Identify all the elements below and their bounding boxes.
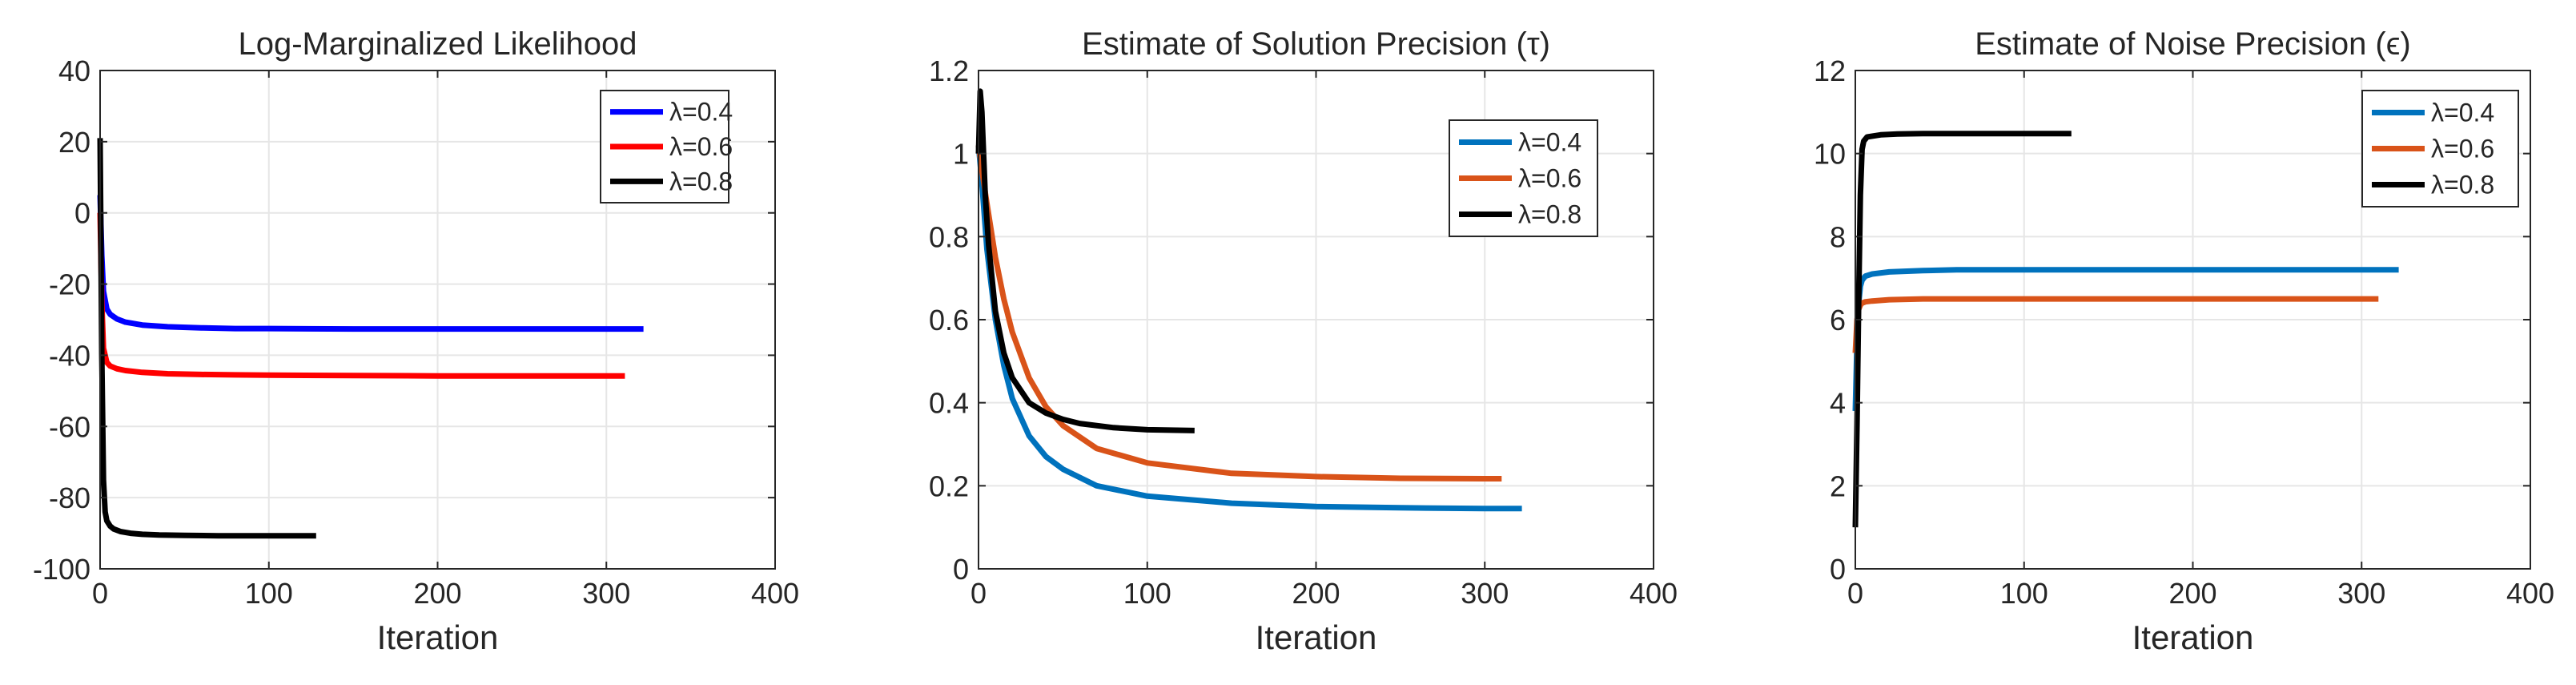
series-line-1	[97, 195, 644, 332]
y-tick-label: 0.4	[929, 387, 969, 420]
x-tick-label: 0	[1847, 577, 1863, 610]
x-tick-label: 300	[582, 577, 630, 610]
y-tick-label: -40	[49, 339, 90, 372]
y-tick-label: -60	[49, 410, 90, 443]
y-tick-label: 0.6	[929, 304, 969, 336]
y-tick-label: -100	[33, 553, 90, 586]
y-tick-label: 6	[1830, 304, 1846, 336]
legend: λ=0.4 λ=0.6 λ=0.8	[1449, 119, 1598, 237]
chart-3: 0 100 200 300 400 0 2 4 6 8 10 12 Estimate of Noise …	[1814, 26, 2554, 656]
x-tick-label: 300	[2337, 577, 2385, 610]
x-tick-label: 200	[413, 577, 461, 610]
legend-label-1: λ=0.4	[1518, 128, 1581, 157]
x-tick-label: 200	[1292, 577, 1340, 610]
series-line-2	[97, 212, 625, 379]
series-line-3	[975, 88, 1195, 433]
series-line-3	[1852, 131, 2072, 528]
y-tick-label: 8	[1830, 220, 1846, 253]
x-tick-label: 100	[245, 577, 293, 610]
legend: λ=0.4 λ=0.6 λ=0.8	[2361, 90, 2519, 208]
legend-label-2: λ=0.6	[2431, 135, 2494, 163]
x-axis-label: Iteration	[1256, 619, 1377, 656]
y-tick-label: 12	[1814, 54, 1846, 87]
chart-title: Log-Marginalized Likelihood	[238, 26, 637, 62]
series-line-3	[97, 138, 316, 539]
legend-label-3: λ=0.8	[669, 167, 733, 195]
chart-title: Estimate of Solution Precision (τ)	[1082, 26, 1550, 62]
x-tick-label: 0	[971, 577, 987, 610]
x-axis-label: Iteration	[2132, 619, 2254, 656]
y-tick-label: 40	[58, 54, 90, 87]
y-tick-label: 0	[953, 553, 969, 586]
chart-title: Estimate of Noise Precision (ϵ)	[1975, 26, 2411, 62]
legend-label-3: λ=0.8	[2431, 171, 2494, 199]
x-tick-label: 100	[1123, 577, 1171, 610]
x-tick-label: 400	[1630, 577, 1678, 610]
legend-label-1: λ=0.4	[669, 98, 733, 127]
y-tick-label: 10	[1814, 138, 1846, 171]
legend-label-1: λ=0.4	[2431, 99, 2494, 127]
legend-label-2: λ=0.6	[1518, 164, 1581, 193]
y-tick-label: 0	[74, 197, 90, 230]
x-tick-label: 200	[2168, 577, 2216, 610]
x-tick-label: 400	[2506, 577, 2554, 610]
chart-2: 0 100 200 300 400 0 0.2 0.4 0.6 0.8 1 1.2 Estimate o…	[929, 26, 1678, 656]
x-tick-label: 100	[2000, 577, 2048, 610]
legend-label-3: λ=0.8	[1518, 200, 1581, 229]
y-tick-label: 1.2	[929, 54, 969, 87]
legend: λ=0.4 λ=0.6 λ=0.8	[600, 90, 733, 203]
y-tick-label: -20	[49, 268, 90, 301]
y-tick-label: 0.8	[929, 220, 969, 253]
x-tick-label: 0	[92, 577, 108, 610]
x-tick-label: 300	[1461, 577, 1509, 610]
y-tick-label: 2	[1830, 469, 1846, 502]
y-tick-label: 4	[1830, 387, 1846, 420]
chart-1: 0 100 200 300 400 -100 -80 -60 -40 -20 0 20 40 Log-Ma…	[33, 26, 799, 656]
y-tick-label: -80	[49, 482, 90, 514]
x-tick-label: 400	[751, 577, 799, 610]
x-axis-label: Iteration	[377, 619, 499, 656]
y-tick-label: 20	[58, 126, 90, 159]
y-tick-label: 0.2	[929, 469, 969, 502]
y-tick-label: 0	[1830, 553, 1846, 586]
y-tick-label: 1	[953, 138, 969, 171]
legend-label-2: λ=0.6	[669, 132, 733, 161]
